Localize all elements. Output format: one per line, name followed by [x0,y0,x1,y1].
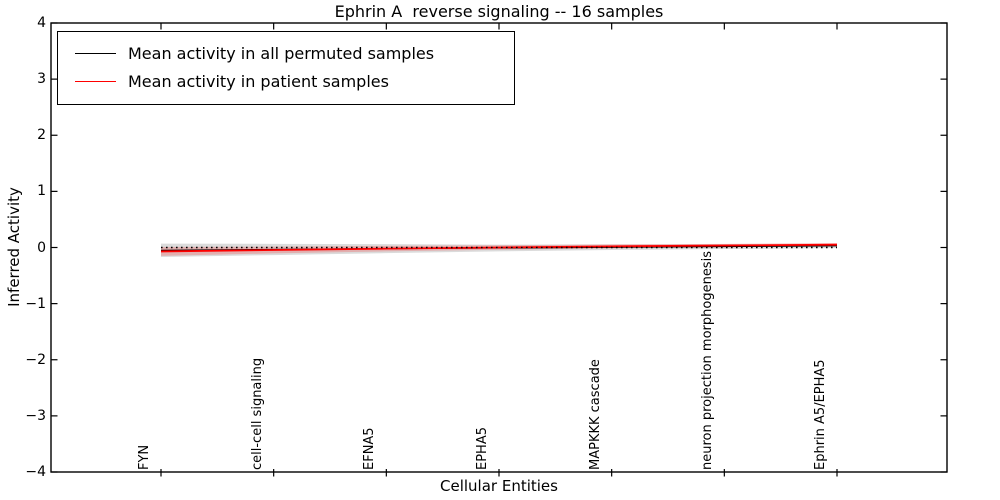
x-tick-label: MAPKKK cascade [587,359,603,470]
y-tick-label: 1 [37,183,46,200]
x-tick-label: FYN [137,444,152,470]
chart-title: Ephrin A reverse signaling -- 16 samples [334,2,664,21]
permuted-line-swatch-icon [75,52,116,54]
mean-line-series-1 [160,243,838,253]
legend-entry-permuted: Mean activity in all permuted samples [58,39,514,67]
x-axis-label: Cellular Entities [440,477,558,495]
legend-entry-patient: Mean activity in patient samples [58,67,514,95]
x-tick-label: neuron projection morphogenesis [700,251,716,470]
patient-line-swatch-icon [75,80,116,82]
y-tick-label: 3 [37,71,46,88]
y-tick-label: −4 [25,464,46,480]
y-tick-label: −3 [25,407,46,424]
y-tick-label: −2 [25,351,46,368]
series-lines [160,243,838,253]
y-tick-label: −1 [25,295,46,312]
legend-label-patient: Mean activity in patient samples [128,71,389,91]
y-tick-label: 2 [37,127,46,144]
legend-label-permuted: Mean activity in all permuted samples [128,43,435,63]
legend: Mean activity in all permuted samples Me… [57,31,515,105]
x-tick-label: EFNA5 [362,427,378,470]
y-tick-label: 4 [37,15,46,31]
plot-frame [50,22,948,473]
y-tick-label: 0 [37,239,46,256]
x-tick-label: cell-cell signaling [249,357,265,470]
x-tick-label: EPHA5 [475,427,490,470]
x-tick-label: Ephrin A5/EPHA5 [813,359,828,470]
